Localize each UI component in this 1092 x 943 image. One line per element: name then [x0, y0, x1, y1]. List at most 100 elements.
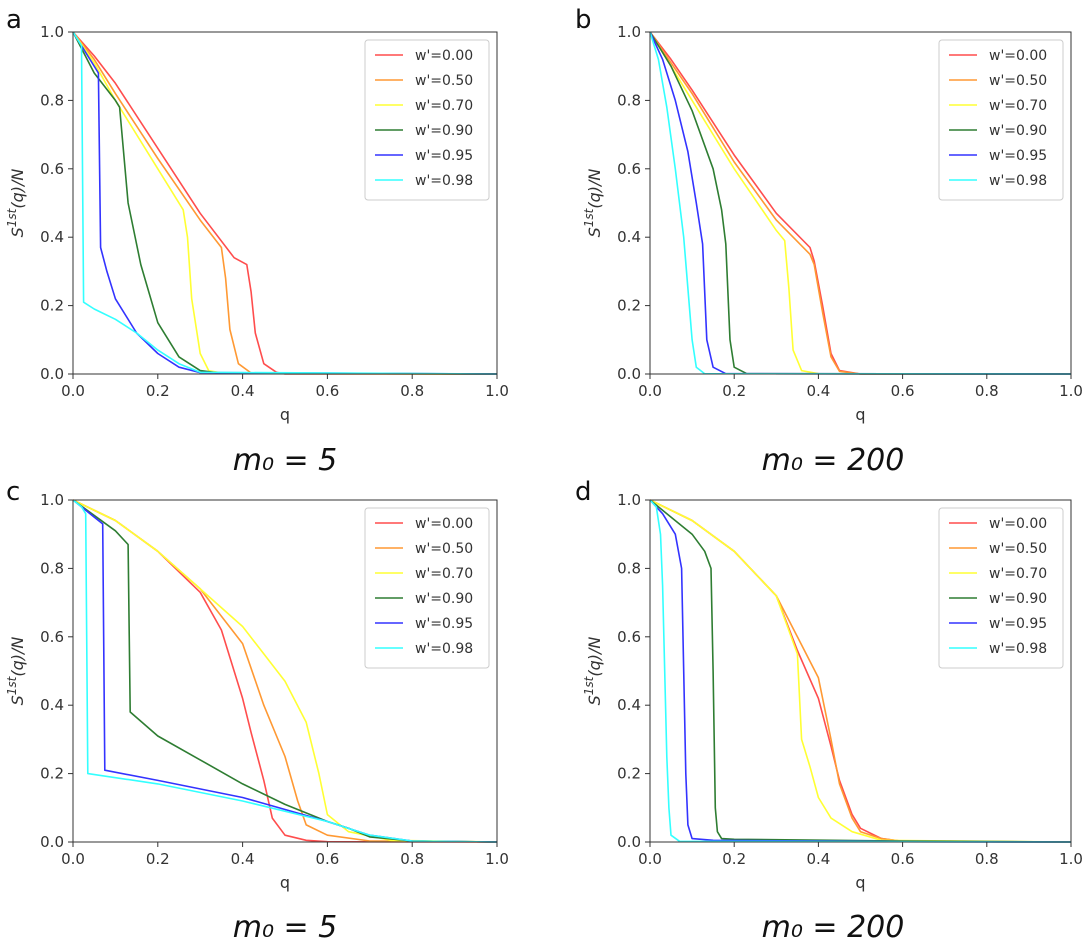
y-tick-label: 1.0	[40, 491, 64, 509]
legend-entry: w'=0.50	[415, 73, 473, 89]
y-tick-label: 0.0	[40, 365, 64, 383]
y-tick-label: 0.0	[40, 833, 64, 851]
legend-entry: w'=0.50	[415, 541, 473, 557]
series-line-w098	[72, 499, 498, 843]
series-line-w095	[72, 31, 498, 375]
legend-entry: w'=0.50	[989, 73, 1047, 89]
legend-entry: w'=0.95	[989, 148, 1047, 164]
legend-entry: w'=0.00	[989, 48, 1047, 64]
y-axis-label: S1st(q)/N	[5, 637, 27, 706]
y-tick-label: 0.2	[617, 765, 641, 783]
panel-caption: m₀ = 5	[233, 443, 338, 478]
y-tick-label: 1.0	[40, 23, 64, 41]
y-tick-label: 0.0	[617, 833, 641, 851]
x-axis-label: q	[855, 405, 865, 424]
series-line-w070	[649, 31, 1072, 375]
panel-caption: m₀ = 200	[762, 443, 905, 478]
x-tick-label: 0.6	[315, 850, 339, 868]
legend-entry: w'=0.98	[415, 173, 473, 189]
series-line-w090	[72, 499, 498, 843]
legend-entry: w'=0.98	[415, 641, 473, 657]
x-tick-label: 0.2	[722, 382, 746, 400]
x-tick-label: 0.4	[806, 850, 830, 868]
y-tick-label: 0.4	[617, 228, 641, 246]
y-tick-label: 0.6	[617, 628, 641, 646]
panel-letter: a	[6, 5, 22, 35]
x-axis-label: q	[280, 405, 290, 424]
x-tick-label: 0.2	[146, 382, 170, 400]
x-tick-label: 0.0	[638, 850, 662, 868]
x-tick-label: 0.4	[806, 382, 830, 400]
panel-c: c 0.0 0.2 0.4 0.6 0.8 1.0 0.0 0.2 0.4 0.6 0.8 1.0 q S1…	[5, 477, 509, 943]
y-tick-label: 0.2	[617, 297, 641, 315]
plot-frame	[649, 31, 1072, 375]
panel-caption: m₀ = 200	[762, 910, 905, 943]
legend-entry: w'=0.70	[989, 98, 1047, 114]
legend-entry: w'=0.90	[989, 591, 1047, 607]
legend: w'=0.00 w'=0.50 w'=0.70 w'=0.90 w'=0.95 w'=0.…	[938, 39, 1064, 201]
legend-entry: w'=0.90	[415, 591, 473, 607]
legend-entry: w'=0.95	[989, 616, 1047, 632]
y-tick-label: 0.2	[40, 765, 64, 783]
x-tick-label: 0.6	[891, 850, 915, 868]
x-axis-label: q	[855, 873, 865, 892]
series-line-w070	[649, 499, 1072, 843]
x-tick-label: 1.0	[485, 850, 509, 868]
legend-entry: w'=0.95	[415, 148, 473, 164]
y-tick-label: 0.8	[617, 91, 641, 109]
x-tick-label: 0.4	[231, 382, 255, 400]
y-axis-label: S1st(q)/N	[582, 637, 604, 706]
y-tick-label: 0.0	[617, 365, 641, 383]
series-line-w098	[649, 499, 1072, 843]
x-tick-label: 0.2	[722, 850, 746, 868]
plot-frame	[72, 499, 498, 843]
legend-entry: w'=0.50	[989, 541, 1047, 557]
legend-entry: w'=0.90	[415, 123, 473, 139]
x-tick-label: 0.4	[231, 850, 255, 868]
y-tick-label: 0.8	[40, 91, 64, 109]
y-tick-label: 0.8	[617, 559, 641, 577]
y-tick-label: 1.0	[617, 491, 641, 509]
x-tick-label: 1.0	[1059, 382, 1083, 400]
y-tick-label: 0.6	[40, 628, 64, 646]
y-axis-label: S1st(q)/N	[582, 169, 604, 238]
y-tick-label: 0.4	[617, 696, 641, 714]
legend-entry: w'=0.98	[989, 173, 1047, 189]
y-tick-label: 0.4	[40, 696, 64, 714]
series-line-w050	[72, 31, 498, 375]
x-tick-label: 0.0	[61, 850, 85, 868]
legend: w'=0.00 w'=0.50 w'=0.70 w'=0.90 w'=0.95 w'=0.…	[364, 39, 490, 201]
panel-letter: d	[575, 477, 592, 507]
series-line-w070	[72, 499, 498, 843]
series-line-w095	[649, 31, 1072, 375]
series-line-w098	[649, 31, 1072, 375]
legend-entry: w'=0.70	[415, 98, 473, 114]
x-tick-label: 0.8	[975, 382, 999, 400]
panel-letter: c	[6, 477, 20, 507]
series-line-w090	[72, 31, 498, 375]
legend: w'=0.00 w'=0.50 w'=0.70 w'=0.90 w'=0.95 w'=0.…	[364, 507, 490, 669]
series-line-w090	[649, 31, 1072, 375]
legend: w'=0.00 w'=0.50 w'=0.70 w'=0.90 w'=0.95 w'=0.…	[938, 507, 1064, 669]
legend-entry: w'=0.00	[989, 516, 1047, 532]
x-tick-label: 0.0	[61, 382, 85, 400]
x-tick-label: 0.8	[400, 850, 424, 868]
y-tick-label: 0.8	[40, 559, 64, 577]
y-tick-label: 0.2	[40, 297, 64, 315]
panel-d: d 0.0 0.2 0.4 0.6 0.8 1.0 0.0 0.2 0.4 0.6 0.8 1.0 q S1…	[575, 477, 1083, 943]
panel-a: a 0.0 0.2 0.4 0.6 0.8 1.0 0.0 0.2 0.4 0.6 0.8 1.0 q S1…	[5, 5, 509, 478]
legend-entry: w'=0.00	[415, 48, 473, 64]
panel-caption: m₀ = 5	[233, 910, 338, 943]
y-tick-label: 0.4	[40, 228, 64, 246]
x-tick-label: 0.6	[315, 382, 339, 400]
panel-letter: b	[575, 5, 592, 35]
x-tick-label: 0.0	[638, 382, 662, 400]
y-tick-label: 1.0	[617, 23, 641, 41]
x-tick-label: 0.8	[400, 382, 424, 400]
series-line-w050	[649, 31, 1071, 375]
series-line-w098	[72, 31, 498, 375]
y-tick-label: 0.6	[40, 160, 64, 178]
legend-entry: w'=0.90	[989, 123, 1047, 139]
x-tick-label: 0.2	[146, 850, 170, 868]
